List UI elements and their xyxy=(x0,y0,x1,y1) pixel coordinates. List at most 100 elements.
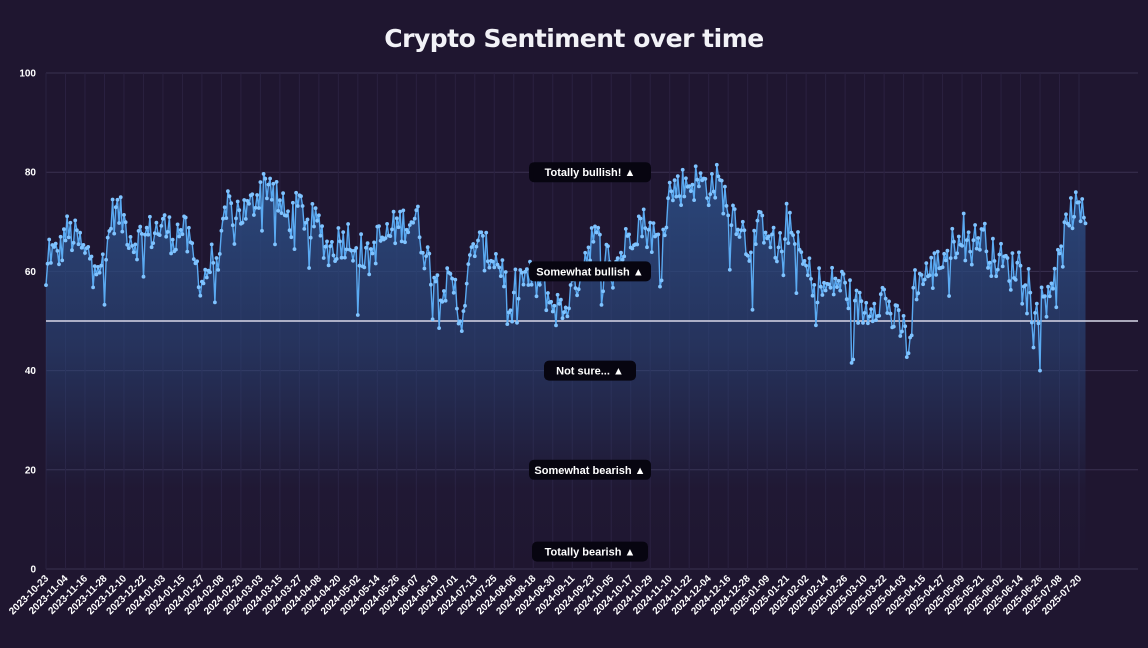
data-point xyxy=(287,228,292,233)
data-point xyxy=(783,237,787,242)
data-point xyxy=(323,244,328,249)
data-point xyxy=(901,314,906,318)
data-point xyxy=(144,225,149,230)
data-point xyxy=(802,259,807,263)
data-point xyxy=(622,254,627,259)
data-point xyxy=(515,320,519,325)
data-point xyxy=(1057,251,1062,256)
sentiment-badge-bg xyxy=(544,360,636,381)
data-point xyxy=(643,226,648,231)
data-point xyxy=(459,329,464,333)
data-point xyxy=(752,228,757,233)
data-point xyxy=(687,184,692,189)
data-point xyxy=(115,197,120,202)
data-point xyxy=(1015,260,1020,265)
data-point xyxy=(1034,301,1039,306)
data-point xyxy=(766,234,771,239)
data-point xyxy=(370,251,375,256)
data-point xyxy=(906,351,911,356)
data-point xyxy=(914,297,919,302)
data-point xyxy=(60,258,65,263)
data-point xyxy=(183,215,188,220)
data-point xyxy=(627,232,631,237)
data-point xyxy=(916,291,921,296)
y-tick-label: 40 xyxy=(25,366,37,377)
data-point xyxy=(349,248,354,253)
data-point xyxy=(965,238,969,243)
sentiment-badge: Not sure... ▲ xyxy=(544,360,636,381)
data-point xyxy=(968,249,973,254)
data-point xyxy=(648,220,653,225)
data-point xyxy=(711,189,716,194)
data-point xyxy=(768,245,773,250)
data-point xyxy=(292,247,297,252)
data-point xyxy=(177,234,182,239)
data-point xyxy=(217,252,222,256)
data-point xyxy=(299,194,303,199)
data-point xyxy=(481,234,485,238)
data-point xyxy=(511,290,516,295)
data-point xyxy=(367,272,372,277)
data-point xyxy=(364,245,368,250)
data-point xyxy=(1043,294,1047,298)
data-point xyxy=(1030,320,1034,325)
data-point xyxy=(388,234,393,239)
data-point xyxy=(118,195,123,200)
data-point xyxy=(969,262,974,267)
data-point xyxy=(141,274,146,279)
data-point xyxy=(325,239,329,244)
data-point xyxy=(471,242,476,246)
data-point xyxy=(343,255,347,260)
data-point xyxy=(407,223,412,227)
data-point xyxy=(567,306,571,311)
data-point xyxy=(1046,284,1050,289)
data-point xyxy=(986,266,990,270)
data-point xyxy=(312,224,316,229)
data-point xyxy=(753,242,758,247)
data-point xyxy=(688,189,693,194)
data-point xyxy=(1049,281,1054,286)
data-point xyxy=(422,266,427,271)
data-point xyxy=(437,326,441,330)
data-point xyxy=(706,203,711,208)
data-point xyxy=(747,259,752,263)
data-point xyxy=(671,198,675,203)
sentiment-badge: Totally bullish! ▲ xyxy=(529,162,651,183)
data-point xyxy=(240,220,245,225)
data-point xyxy=(97,270,102,275)
data-point xyxy=(812,283,817,287)
data-point xyxy=(149,245,154,250)
data-point xyxy=(778,231,782,235)
data-point xyxy=(869,307,873,311)
data-point xyxy=(414,208,419,213)
data-point xyxy=(258,180,263,185)
data-point xyxy=(341,230,346,235)
data-point xyxy=(841,272,846,276)
data-point xyxy=(1038,368,1042,373)
data-point xyxy=(770,232,774,237)
data-point xyxy=(807,256,812,261)
data-point xyxy=(255,193,259,197)
data-point xyxy=(185,249,190,254)
data-point xyxy=(1070,226,1075,231)
data-point xyxy=(749,250,753,255)
data-point xyxy=(1059,244,1063,249)
data-point xyxy=(656,232,661,237)
data-point xyxy=(305,217,310,222)
data-point xyxy=(339,255,344,260)
data-point xyxy=(368,247,373,251)
data-point xyxy=(682,194,687,199)
data-point xyxy=(396,225,401,230)
data-point xyxy=(820,293,825,297)
sentiment-badge-label: Not sure... ▲ xyxy=(556,366,624,378)
data-point xyxy=(219,228,224,233)
data-point xyxy=(755,218,760,223)
data-point xyxy=(472,254,477,259)
data-point xyxy=(71,240,76,245)
data-point xyxy=(877,313,882,318)
data-point xyxy=(1080,197,1085,201)
data-point xyxy=(719,178,724,183)
data-point xyxy=(524,267,529,271)
data-point xyxy=(891,324,896,329)
